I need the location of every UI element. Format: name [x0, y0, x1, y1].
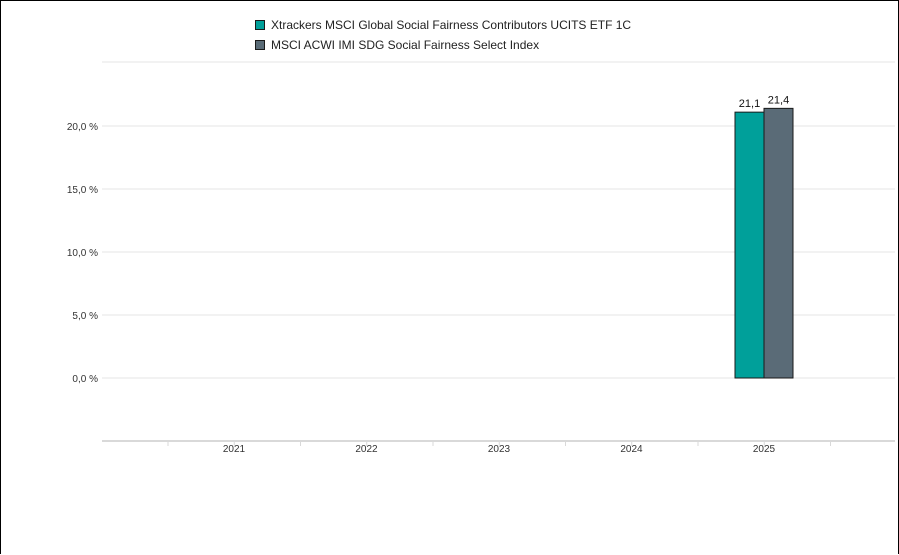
x-tick-label: 2024	[620, 444, 643, 455]
y-tick-label: 15,0 %	[67, 185, 98, 196]
legend-label-index: MSCI ACWI IMI SDG Social Fairness Select…	[271, 38, 540, 52]
bar	[734, 111, 765, 379]
y-tick-label: 5,0 %	[72, 311, 98, 322]
legend-item-index[interactable]: MSCI ACWI IMI SDG Social Fairness Select…	[255, 35, 631, 55]
y-tick-label: 0,0 %	[72, 374, 98, 385]
y-tick-label: 10,0 %	[67, 248, 98, 259]
legend-swatch-index	[255, 40, 265, 50]
chart-legend: Xtrackers MSCI Global Social Fairness Co…	[255, 15, 631, 55]
y-tick-label: 20,0 %	[67, 122, 98, 133]
legend-swatch-etf	[255, 20, 265, 30]
x-tick-label: 2021	[223, 444, 246, 455]
bar-data-label: 21,4	[768, 94, 789, 106]
bar-data-label: 21,1	[739, 98, 760, 110]
bar	[763, 107, 794, 379]
x-tick-label: 2022	[355, 444, 378, 455]
x-tick-label: 2023	[488, 444, 511, 455]
x-tick-label: 2025	[753, 444, 776, 455]
legend-item-etf[interactable]: Xtrackers MSCI Global Social Fairness Co…	[255, 15, 631, 35]
legend-label-etf: Xtrackers MSCI Global Social Fairness Co…	[271, 18, 632, 32]
